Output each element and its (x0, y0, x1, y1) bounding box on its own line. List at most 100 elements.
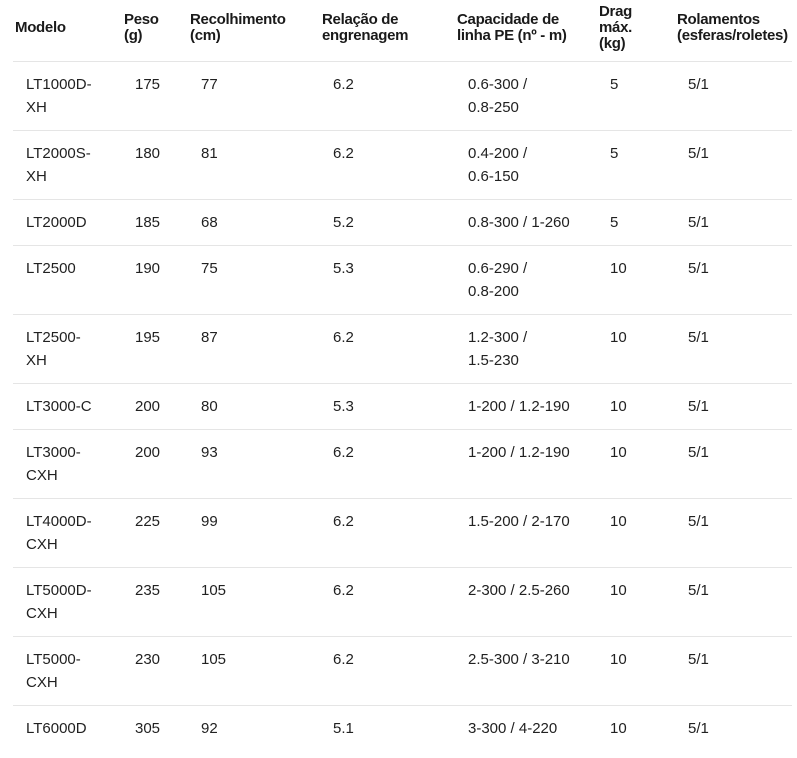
cell-line: 1-200 / 1.2-190 (468, 398, 570, 415)
cell-line: 5/1 (688, 513, 709, 530)
cell-relacao: 6.2 (320, 636, 455, 706)
cell-line: XH (26, 168, 47, 185)
cell-recolhimento: 81 (188, 130, 320, 200)
cell-relacao: 6.2 (320, 130, 455, 200)
cell-line: 0.6-290 / (468, 260, 528, 277)
cell-peso: 225 (122, 498, 188, 568)
cell-line: 10 (610, 329, 627, 346)
cell-capacidade: 1-200 / 1.2-190 (455, 383, 597, 430)
column-header-rolamentos: Rolamentos (esferas/roletes) (675, 0, 792, 62)
cell-peso: 190 (122, 245, 188, 315)
cell-line: 2-300 / 2.5-260 (468, 582, 570, 599)
cell-line: 185 (135, 214, 161, 231)
column-header-line: linha PE (nº - m) (457, 27, 567, 44)
cell-line: LT1000D- (26, 76, 92, 93)
cell-rolamentos: 5/1 (675, 314, 792, 384)
table-row: LT5000- CXH 230 105 6.2 2.5-300 / 3-210 10 5/1 (13, 636, 792, 706)
table-row: LT1000D- XH 175 77 6.2 0.6-300 / 0.8-250 5 5/1 (13, 61, 792, 131)
cell-line: 6.2 (333, 145, 354, 162)
table-row: LT2000S- XH 180 81 6.2 0.4-200 / 0.6-150 5 5/1 (13, 130, 792, 200)
table-row: LT5000D- CXH 235 105 6.2 2-300 / 2.5-260 10 5/1 (13, 567, 792, 637)
cell-drag: 10 (597, 567, 675, 637)
table-row: LT2500- XH 195 87 6.2 1.2-300 / 1.5-230 10 5/1 (13, 314, 792, 384)
cell-relacao: 6.2 (320, 498, 455, 568)
cell-capacidade: 1-200 / 1.2-190 (455, 429, 597, 499)
cell-rolamentos: 5/1 (675, 706, 792, 752)
column-header-peso: Peso (g) (122, 0, 188, 62)
cell-line: 5/1 (688, 398, 709, 415)
cell-line: 5/1 (688, 582, 709, 599)
cell-line: XH (26, 352, 47, 369)
cell-line: 5 (610, 76, 619, 93)
column-header-line: engrenagem (322, 27, 409, 44)
cell-peso: 195 (122, 314, 188, 384)
cell-peso: 180 (122, 130, 188, 200)
cell-modelo: LT3000-C (13, 383, 122, 430)
column-header-capacidade: Capacidade de linha PE (nº - m) (455, 0, 597, 62)
column-header-line: (esferas/roletes) (677, 27, 788, 44)
cell-line: 200 (135, 398, 161, 415)
cell-line: LT3000- (26, 444, 81, 461)
cell-rolamentos: 5/1 (675, 383, 792, 430)
table-header: Modelo Peso (g) Recolhimento (cm) Relação de e… (13, 0, 792, 62)
cell-line: CXH (26, 605, 58, 622)
cell-line: 0.6-300 / (468, 76, 528, 93)
cell-line: 6.2 (333, 76, 354, 93)
cell-line: LT4000D- (26, 513, 92, 530)
cell-modelo: LT1000D- XH (13, 61, 122, 131)
cell-line: 190 (135, 260, 161, 277)
cell-line: 0.6-150 (468, 168, 519, 185)
cell-modelo: LT5000D- CXH (13, 567, 122, 637)
cell-line: 180 (135, 145, 161, 162)
column-header-line: Capacidade de (457, 11, 559, 28)
cell-capacidade: 0.6-290 / 0.8-200 (455, 245, 597, 315)
cell-peso: 235 (122, 567, 188, 637)
cell-line: 0.8-250 (468, 99, 519, 116)
table-row: LT4000D- CXH 225 99 6.2 1.5-200 / 2-170 10 5/1 (13, 498, 792, 568)
cell-line: 105 (201, 651, 227, 668)
cell-rolamentos: 5/1 (675, 429, 792, 499)
cell-capacidade: 1.2-300 / 1.5-230 (455, 314, 597, 384)
cell-drag: 5 (597, 61, 675, 131)
cell-line: 10 (610, 444, 627, 461)
cell-modelo: LT5000- CXH (13, 636, 122, 706)
cell-drag: 10 (597, 429, 675, 499)
cell-line: 2.5-300 / 3-210 (468, 651, 570, 668)
cell-relacao: 5.3 (320, 383, 455, 430)
cell-modelo: LT6000D (13, 706, 122, 752)
cell-rolamentos: 5/1 (675, 498, 792, 568)
cell-line: 1.5-230 (468, 352, 519, 369)
cell-drag: 10 (597, 245, 675, 315)
cell-line: 305 (135, 720, 161, 737)
cell-line: 10 (610, 651, 627, 668)
cell-recolhimento: 77 (188, 61, 320, 131)
cell-line: 87 (201, 329, 218, 346)
cell-drag: 5 (597, 199, 675, 246)
cell-recolhimento: 75 (188, 245, 320, 315)
cell-peso: 200 (122, 383, 188, 430)
cell-line: 6.2 (333, 444, 354, 461)
table-row: LT3000- CXH 200 93 6.2 1-200 / 1.2-190 10 5/1 (13, 429, 792, 499)
table-row: LT2500 190 75 5.3 0.6-290 / 0.8-200 10 5/1 (13, 245, 792, 315)
cell-line: 0.8-300 / 1-260 (468, 214, 570, 231)
cell-line: 5/1 (688, 260, 709, 277)
cell-line: 10 (610, 260, 627, 277)
cell-line: 195 (135, 329, 161, 346)
cell-line: 200 (135, 444, 161, 461)
cell-line: 1.5-200 / 2-170 (468, 513, 570, 530)
cell-recolhimento: 87 (188, 314, 320, 384)
cell-line: 81 (201, 145, 218, 162)
table-row: LT3000-C 200 80 5.3 1-200 / 1.2-190 10 5/1 (13, 383, 792, 430)
cell-modelo: LT2000S- XH (13, 130, 122, 200)
cell-line: 5/1 (688, 720, 709, 737)
cell-line: 5/1 (688, 444, 709, 461)
cell-modelo: LT2500 (13, 245, 122, 315)
cell-rolamentos: 5/1 (675, 636, 792, 706)
cell-relacao: 6.2 (320, 61, 455, 131)
cell-relacao: 5.1 (320, 706, 455, 752)
cell-peso: 185 (122, 199, 188, 246)
column-header-line: Drag (599, 3, 632, 20)
cell-line: CXH (26, 467, 58, 484)
cell-line: CXH (26, 536, 58, 553)
cell-rolamentos: 5/1 (675, 130, 792, 200)
